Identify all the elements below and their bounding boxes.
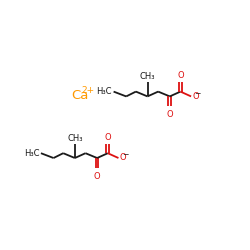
Text: CH₃: CH₃ <box>140 72 155 81</box>
Text: Ca: Ca <box>71 89 88 102</box>
Text: O: O <box>177 71 184 80</box>
Text: H₃C: H₃C <box>24 149 40 158</box>
Text: −: − <box>122 150 128 160</box>
Text: O: O <box>104 133 111 142</box>
Text: O: O <box>166 110 173 119</box>
Text: O: O <box>94 172 100 181</box>
Text: O: O <box>193 92 199 100</box>
Text: CH₃: CH₃ <box>67 134 82 142</box>
Text: 2+: 2+ <box>82 86 95 95</box>
Text: O: O <box>120 153 126 162</box>
Text: −: − <box>194 89 201 98</box>
Text: H₃C: H₃C <box>96 87 112 96</box>
